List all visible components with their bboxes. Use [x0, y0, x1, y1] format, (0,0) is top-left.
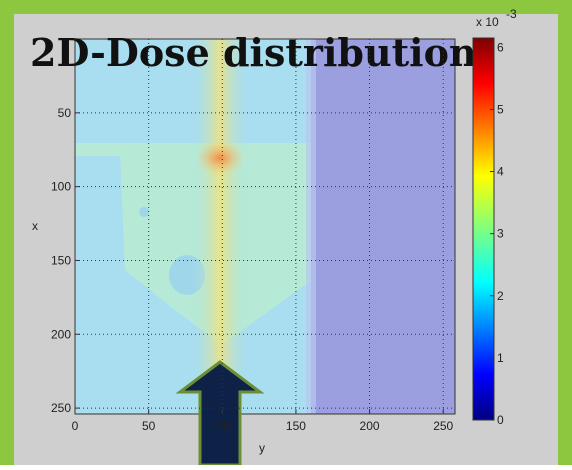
y-axis-label: x: [32, 219, 38, 233]
x-tick-label: 100: [212, 419, 232, 433]
colorbar-label: x 10: [476, 15, 499, 29]
colorbar-tick-label: 0: [497, 413, 504, 427]
page: {"chart_data": {"type": "heatmap", "titl…: [0, 0, 572, 465]
chart: 2D-Dose distribution y x x 10 -3 0501001…: [0, 0, 572, 465]
y-tick-label: 150: [51, 253, 71, 267]
colorbar-tick-label: 4: [497, 165, 504, 179]
x-tick-label: 250: [433, 419, 453, 433]
x-tick-label: 200: [360, 419, 380, 433]
colorbar-tick-label: 1: [497, 351, 504, 365]
y-tick-label: 100: [51, 180, 71, 194]
chart-title: 2D-Dose distribution: [30, 30, 477, 75]
y-tick-label: 200: [51, 327, 71, 341]
y-tick-label: 50: [58, 106, 72, 120]
colorbar-tick-label: 6: [497, 40, 504, 54]
heatmap-image: [75, 39, 455, 414]
colorbar-tick-label: 2: [497, 289, 504, 303]
colorbar-tick-label: 3: [497, 227, 504, 241]
y-tick-label: 250: [51, 401, 71, 415]
colorbar-tick-label: 5: [497, 102, 504, 116]
x-tick-label: 150: [286, 419, 306, 433]
x-tick-label: 50: [142, 419, 156, 433]
colorbar: [473, 38, 494, 420]
x-axis-label: y: [259, 441, 265, 455]
x-tick-label: 0: [72, 419, 79, 433]
colorbar-exponent: -3: [506, 7, 517, 21]
